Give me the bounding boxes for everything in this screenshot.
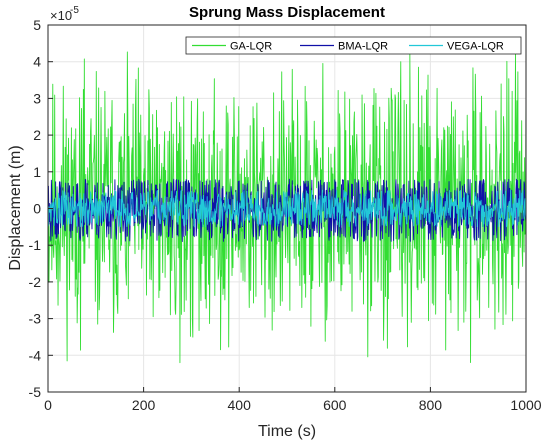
- y-tick-label: -1: [29, 237, 42, 253]
- y-tick-label: 0: [33, 201, 41, 217]
- x-tick-label: 800: [419, 397, 443, 413]
- series-line-vega-lqr: [47, 189, 527, 228]
- y-tick-label: 4: [33, 54, 41, 70]
- x-tick-label: 600: [323, 397, 347, 413]
- x-tick-label: 200: [132, 397, 156, 413]
- y-tick-label: -2: [29, 274, 42, 290]
- legend: GA-LQR BMA-LQR VEGA-LQR: [185, 36, 522, 55]
- x-tick-label: 0: [44, 397, 52, 413]
- y-axis-label: Displacement (m): [7, 145, 24, 270]
- y-tick-label: 2: [33, 127, 41, 143]
- y-exponent-power: -5: [70, 5, 79, 16]
- legend-label-ga-lqr: GA-LQR: [230, 41, 272, 53]
- y-exponent-base: ×10: [50, 8, 72, 23]
- legend-label-bma-lqr: BMA-LQR: [338, 41, 388, 53]
- y-tick-label: 3: [33, 90, 41, 106]
- y-exponent: ×10 -5: [50, 5, 79, 23]
- axis-ticks: 0 200 400 600 800 1000 -5 -4 -3 -2 -1 0 1 2 3 4 5: [29, 17, 542, 413]
- legend-label-vega-lqr: VEGA-LQR: [447, 41, 504, 53]
- y-tick-label: -3: [29, 311, 42, 327]
- x-tick-label: 1000: [510, 397, 541, 413]
- series-layer: [47, 50, 527, 364]
- y-tick-label: -5: [29, 384, 42, 400]
- y-tick-label: 5: [33, 17, 41, 33]
- y-tick-label: 1: [33, 164, 41, 180]
- legend-box: [185, 36, 522, 55]
- chart-title: Sprung Mass Displacement: [189, 4, 385, 21]
- y-tick-label: -4: [29, 347, 42, 363]
- x-tick-label: 400: [228, 397, 252, 413]
- x-axis-label: Time (s): [258, 423, 316, 440]
